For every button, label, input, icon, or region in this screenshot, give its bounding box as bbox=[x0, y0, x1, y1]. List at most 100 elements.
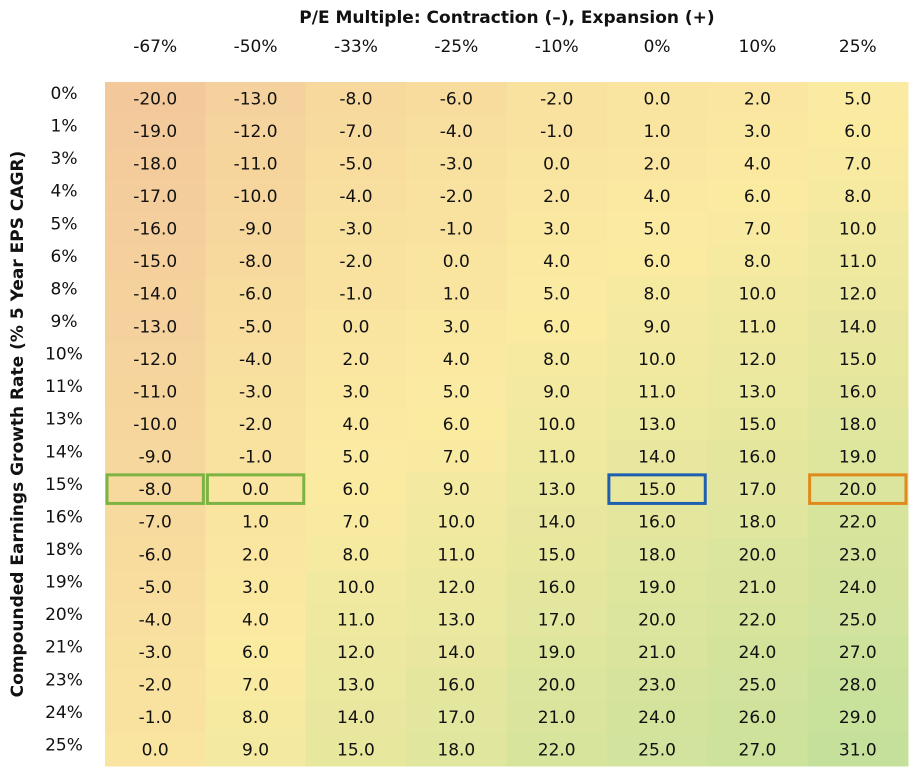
heatmap-cell bbox=[807, 147, 909, 181]
heatmap-cell bbox=[707, 472, 809, 506]
heatmap-cell bbox=[406, 570, 507, 604]
cell-label: 6.0 bbox=[644, 252, 671, 272]
cell-label: 15.0 bbox=[839, 350, 877, 370]
heatmap-cell bbox=[105, 603, 206, 637]
cell-label: 3.0 bbox=[242, 578, 269, 598]
cell-label: 6.0 bbox=[342, 480, 369, 500]
row-label: 4% bbox=[51, 182, 78, 202]
cell-label: 4.0 bbox=[242, 610, 269, 630]
heatmap-cell bbox=[506, 570, 608, 604]
heatmap-cell bbox=[205, 114, 307, 148]
cell-label: 2.0 bbox=[744, 89, 771, 109]
heatmap-cell bbox=[105, 538, 206, 572]
heatmap-cell bbox=[205, 375, 307, 409]
heatmap-cell bbox=[506, 310, 608, 344]
cell-label: 9.0 bbox=[644, 317, 671, 337]
cell-label: -6.0 bbox=[440, 89, 473, 109]
heatmap-cell bbox=[707, 375, 809, 409]
heatmap-cell bbox=[707, 342, 809, 376]
heatmap-cell bbox=[506, 505, 608, 539]
cell-label: 19.0 bbox=[538, 643, 576, 663]
cell-label: 8.0 bbox=[342, 545, 369, 565]
heatmap-cell bbox=[707, 440, 809, 474]
heatmap-cell bbox=[606, 668, 708, 702]
heatmap-cell bbox=[807, 505, 909, 539]
row-label: 21% bbox=[45, 638, 83, 658]
heatmap-cell bbox=[406, 635, 507, 669]
heatmap-cell bbox=[305, 375, 407, 409]
cell-label: 7.0 bbox=[443, 448, 470, 468]
cell-label: 21.0 bbox=[538, 708, 576, 728]
heatmap-cell bbox=[205, 603, 307, 637]
heatmap-cell bbox=[506, 733, 608, 767]
cell-label: -16.0 bbox=[133, 220, 177, 240]
cell-label: 20.0 bbox=[839, 480, 877, 500]
heatmap-cell bbox=[606, 407, 708, 441]
highlight-box bbox=[205, 473, 306, 505]
heatmap-cell bbox=[506, 668, 608, 702]
heatmap-cell bbox=[205, 212, 307, 246]
heatmap-cell bbox=[105, 277, 206, 311]
cell-label: 1.0 bbox=[242, 513, 269, 533]
cell-label: 7.0 bbox=[744, 220, 771, 240]
cell-label: -1.0 bbox=[339, 285, 372, 305]
cell-label: -6.0 bbox=[239, 285, 272, 305]
cell-label: 3.0 bbox=[543, 220, 570, 240]
cell-label: 28.0 bbox=[839, 676, 877, 696]
cell-label: 5.0 bbox=[342, 448, 369, 468]
heatmap-cell bbox=[807, 342, 909, 376]
cell-label: -10.0 bbox=[133, 415, 177, 435]
heatmap-cell bbox=[606, 538, 708, 572]
heatmap-cell bbox=[406, 700, 507, 734]
heatmap-cell bbox=[305, 407, 407, 441]
cell-label: 6.0 bbox=[543, 317, 570, 337]
row-label: 14% bbox=[45, 442, 83, 462]
cell-label: 20.0 bbox=[638, 610, 676, 630]
cell-label: 3.0 bbox=[744, 122, 771, 142]
cell-label: 0.0 bbox=[443, 252, 470, 272]
heatmap-cell bbox=[807, 472, 909, 506]
heatmap-cell bbox=[105, 700, 206, 734]
x-axis-title: P/E Multiple: Contraction (–), Expansion… bbox=[299, 8, 714, 28]
cell-label: 11.0 bbox=[538, 448, 576, 468]
cell-label: 13.0 bbox=[538, 480, 576, 500]
heatmap-cell bbox=[506, 538, 608, 572]
column-label: -33% bbox=[334, 37, 378, 57]
cell-label: 8.0 bbox=[242, 708, 269, 728]
cell-label: 0.0 bbox=[342, 317, 369, 337]
cell-label: 0.0 bbox=[644, 89, 671, 109]
heatmap-cell bbox=[807, 538, 909, 572]
heatmap-cell bbox=[807, 733, 909, 767]
heatmap-cell bbox=[606, 179, 708, 213]
heatmap-cell bbox=[506, 147, 608, 181]
heatmap-cell bbox=[606, 700, 708, 734]
heatmap-cell bbox=[305, 212, 407, 246]
heatmap-cell bbox=[506, 244, 608, 278]
cell-label: -8.0 bbox=[139, 480, 172, 500]
heatmap-cell bbox=[305, 310, 407, 344]
heatmap-cell bbox=[707, 212, 809, 246]
heatmap-cell bbox=[606, 472, 708, 506]
heatmap-cell bbox=[305, 700, 407, 734]
cell-label: -19.0 bbox=[133, 122, 177, 142]
highlight-box bbox=[607, 473, 707, 505]
cell-label: 14.0 bbox=[337, 708, 375, 728]
cell-label: -2.0 bbox=[139, 676, 172, 696]
heatmap-cell bbox=[606, 375, 708, 409]
heatmap-cell bbox=[807, 310, 909, 344]
heatmap-cell bbox=[606, 147, 708, 181]
cell-label: 24.0 bbox=[739, 643, 777, 663]
heatmap-cell bbox=[606, 342, 708, 376]
cell-label: -8.0 bbox=[339, 89, 372, 109]
row-label: 20% bbox=[45, 605, 83, 625]
row-label: 1% bbox=[51, 117, 78, 137]
heatmap-cell bbox=[105, 82, 206, 116]
heatmap-cell bbox=[205, 342, 307, 376]
cell-label: -12.0 bbox=[234, 122, 278, 142]
heatmap-cell bbox=[406, 472, 507, 506]
heatmap-cell bbox=[406, 538, 507, 572]
heatmap-cell bbox=[707, 668, 809, 702]
cell-label: 8.0 bbox=[644, 285, 671, 305]
heatmap-cell bbox=[105, 179, 206, 213]
